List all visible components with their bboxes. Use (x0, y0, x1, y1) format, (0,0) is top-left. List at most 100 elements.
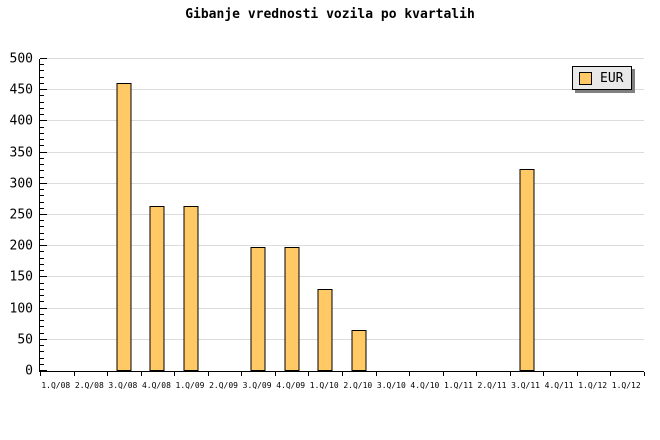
y-tick-major (40, 245, 47, 247)
y-tick-minor (40, 320, 44, 322)
plot-area (39, 58, 645, 376)
legend-box: EUR (572, 66, 633, 90)
y-tick-major (40, 370, 47, 371)
x-axis-label: 1.Q/09 (175, 381, 205, 390)
y-tick-minor (40, 170, 44, 172)
y-gridline (40, 214, 644, 215)
bar (284, 247, 300, 371)
y-tick-major (40, 58, 47, 59)
x-tick (174, 372, 176, 376)
x-axis-label: 2.Q/11 (477, 381, 507, 390)
y-gridline (40, 182, 644, 184)
y-gridline (40, 307, 644, 309)
y-axis-label: 0 (25, 363, 33, 379)
y-tick-minor (40, 288, 44, 290)
y-tick-minor (40, 301, 44, 303)
y-tick-minor (40, 189, 44, 191)
y-tick-minor (40, 64, 44, 66)
y-tick-major (40, 89, 47, 91)
x-tick (207, 372, 209, 376)
x-axis-label: 3.Q/11 (511, 381, 540, 390)
y-tick-minor (40, 238, 44, 240)
x-axis-label: 1.Q/12 (611, 381, 641, 390)
x-tick (73, 372, 75, 376)
x-axis-label: 1.Q/08 (41, 381, 71, 390)
y-tick-minor (40, 345, 44, 347)
y-axis-label: 300 (9, 176, 33, 192)
y-tick-minor (40, 295, 44, 297)
x-tick (241, 372, 243, 376)
x-axis-label: 2.Q/09 (209, 381, 238, 390)
y-tick-minor (40, 157, 44, 159)
x-axis-label: 2.Q/08 (74, 381, 104, 390)
x-tick (375, 372, 377, 376)
x-tick (644, 372, 645, 376)
x-axis-label: 1.Q/11 (443, 381, 473, 390)
y-tick-minor (40, 207, 44, 209)
y-gridline (40, 245, 644, 247)
y-tick-minor (40, 70, 44, 72)
x-axis-label: 1.Q/12 (578, 381, 608, 390)
x-axis-label: 4.Q/09 (276, 381, 306, 390)
bar (519, 168, 535, 371)
y-gridline (40, 120, 644, 122)
x-axis-label: 4.Q/08 (141, 381, 171, 390)
x-tick (274, 372, 276, 376)
y-tick-minor (40, 114, 44, 116)
y-tick-minor (40, 195, 44, 197)
y-tick-minor (40, 132, 44, 134)
y-tick-minor (40, 76, 44, 78)
y-tick-minor (40, 263, 44, 265)
bar (149, 206, 165, 371)
x-tick (140, 372, 142, 376)
y-tick-minor (40, 164, 44, 166)
y-tick-major (40, 276, 47, 278)
bar (351, 329, 367, 371)
y-tick-major (40, 214, 47, 215)
x-axis-label: 4.Q/10 (410, 381, 440, 390)
y-tick-minor (40, 326, 44, 328)
y-tick-minor (40, 95, 44, 97)
y-tick-minor (40, 257, 44, 259)
bar (317, 288, 333, 371)
y-tick-major (40, 338, 47, 340)
y-tick-minor (40, 126, 44, 128)
y-tick-minor (40, 226, 44, 228)
y-axis-label: 100 (9, 301, 33, 317)
x-tick (40, 372, 41, 376)
x-axis-label: 4.Q/11 (544, 381, 574, 390)
x-tick (476, 372, 478, 376)
y-tick-minor (40, 82, 44, 84)
y-axis-label: 150 (9, 269, 33, 285)
x-tick (576, 372, 578, 376)
chart-title: Gibanje vrednosti vozila po kvartalih (185, 7, 475, 22)
y-tick-major (40, 120, 47, 122)
y-tick-minor (40, 232, 44, 234)
y-tick-minor (40, 101, 44, 103)
x-tick (543, 372, 545, 376)
y-tick-major (40, 307, 47, 309)
y-gridline (40, 276, 644, 278)
legend-series-label: EUR (600, 70, 624, 86)
y-tick-minor (40, 145, 44, 147)
y-tick-major (40, 182, 47, 184)
y-tick-minor (40, 201, 44, 203)
y-gridline (40, 338, 644, 340)
y-tick-minor (40, 313, 44, 315)
y-tick-minor (40, 251, 44, 253)
x-axis-label: 3.Q/09 (242, 381, 272, 390)
x-axis-label: 2.Q/10 (343, 381, 373, 390)
y-tick-minor (40, 332, 44, 334)
x-tick (509, 372, 511, 376)
x-tick (442, 372, 444, 376)
y-tick-minor (40, 282, 44, 284)
y-tick-minor (40, 139, 44, 141)
y-axis-label: 50 (17, 332, 33, 348)
y-tick-minor (40, 357, 44, 359)
y-axis-label: 400 (9, 113, 33, 129)
y-tick-minor (40, 351, 44, 353)
y-gridline (40, 58, 644, 59)
y-tick-minor (40, 176, 44, 178)
bar (116, 82, 132, 371)
